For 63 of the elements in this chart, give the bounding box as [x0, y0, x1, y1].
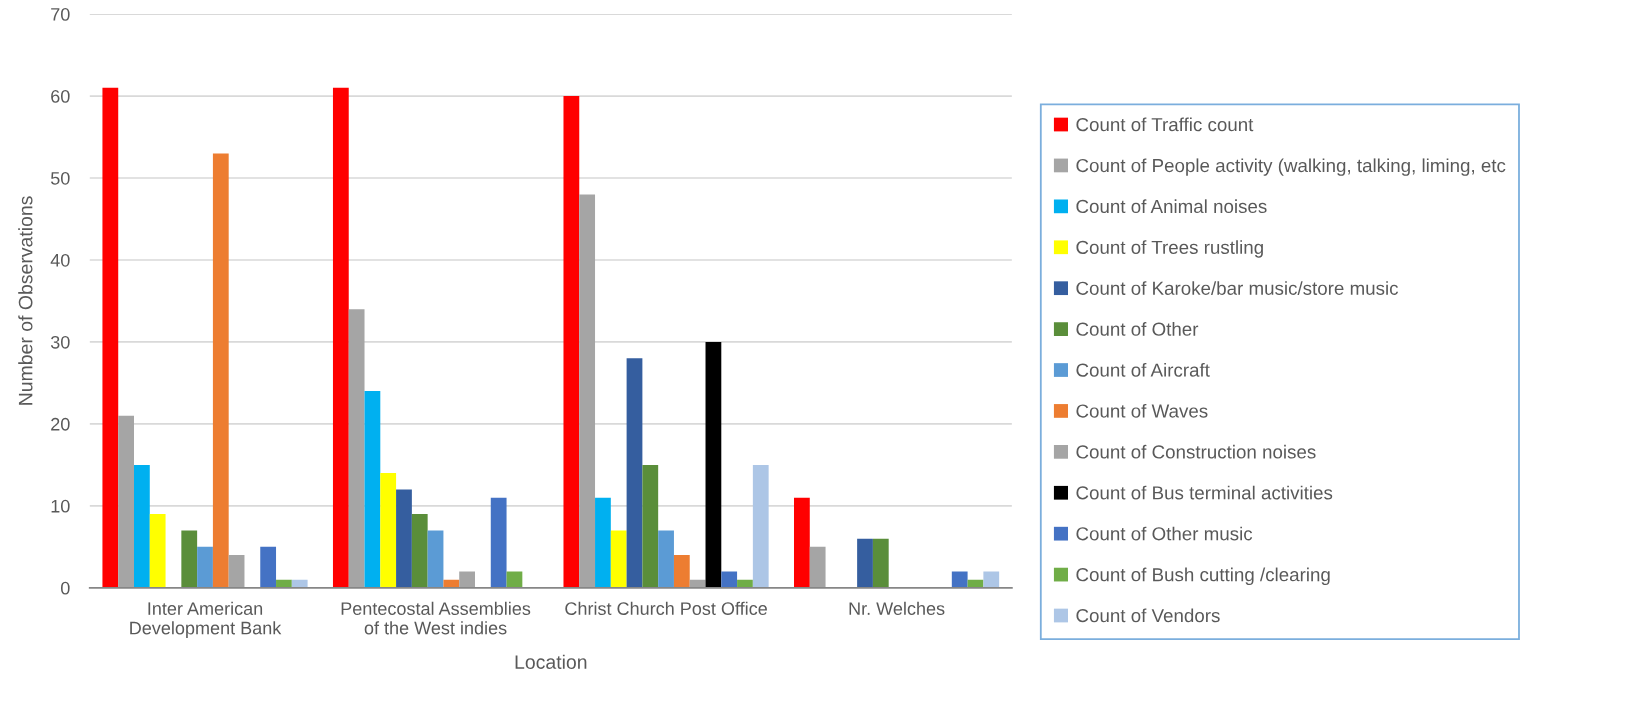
y-tick-label: 10 [51, 499, 70, 513]
x-tick-label: Nr. Welches [849, 601, 945, 615]
bar [332, 87, 349, 588]
legend-label: Count of Other [1076, 322, 1199, 336]
legend-label: Count of Other music [1076, 526, 1253, 541]
bar [705, 341, 722, 588]
bar [490, 497, 507, 588]
bar [380, 473, 397, 588]
bar [228, 555, 245, 588]
bar [721, 571, 738, 588]
bar [658, 530, 674, 588]
bar [595, 497, 611, 588]
bar [626, 358, 643, 588]
y-tick-label: 0 [60, 581, 70, 595]
y-tick-label: 70 [51, 8, 70, 21]
bar [197, 546, 213, 588]
legend-label: Count of People activity (walking, talking, liming, etc [1076, 158, 1506, 176]
bar [752, 464, 769, 588]
bar [118, 415, 134, 588]
bar [563, 96, 580, 588]
bar [364, 391, 381, 588]
x-tick-label: Inter American Development Bank [130, 601, 282, 639]
legend-label: Count of Trees rustling [1076, 240, 1263, 258]
x-tick-label: Pentecostal Assemblies of the West indies [341, 601, 531, 635]
bar [794, 497, 810, 588]
y-tick-label: 30 [50, 335, 70, 349]
bar [181, 530, 198, 588]
bar [642, 464, 659, 588]
bar [673, 555, 690, 588]
bar [610, 530, 627, 588]
y-axis-title: Number of Observations [18, 196, 33, 405]
bar [872, 538, 889, 588]
y-tick-label: 60 [51, 89, 70, 103]
legend-label: Count of Bush cutting /clearing [1076, 567, 1330, 586]
legend-label: Count of Traffic count [1076, 117, 1254, 132]
legend-label: Count of Karoke/bar music/store music [1076, 281, 1399, 295]
bar [348, 309, 365, 588]
bar [857, 538, 873, 588]
bar [579, 194, 596, 588]
x-axis-title: Location [515, 654, 587, 669]
y-tick-label: 40 [50, 253, 70, 267]
y-tick-label: 20 [51, 417, 70, 431]
legend-label: Count of Aircraft [1076, 362, 1210, 377]
bar [983, 571, 1000, 588]
bar [411, 514, 428, 588]
legend-label: Count of Animal noises [1076, 199, 1267, 214]
bar [260, 546, 277, 588]
legend-label: Count of Waves [1076, 403, 1208, 418]
legend-label: Count of Vendors [1076, 608, 1220, 623]
legend-label: Count of Construction noises [1076, 444, 1316, 459]
bar [459, 571, 475, 588]
bar [951, 571, 968, 588]
x-tick-label: Christ Church Post Office [565, 601, 767, 615]
bar [506, 571, 523, 588]
bar [809, 546, 826, 588]
bar [149, 514, 166, 588]
bar [427, 530, 444, 588]
bar [396, 489, 412, 588]
bar [134, 464, 150, 588]
bar [212, 153, 229, 588]
bar [102, 87, 119, 588]
y-tick-label: 50 [50, 171, 70, 185]
legend-label: Count of Bus terminal activities [1076, 485, 1333, 500]
